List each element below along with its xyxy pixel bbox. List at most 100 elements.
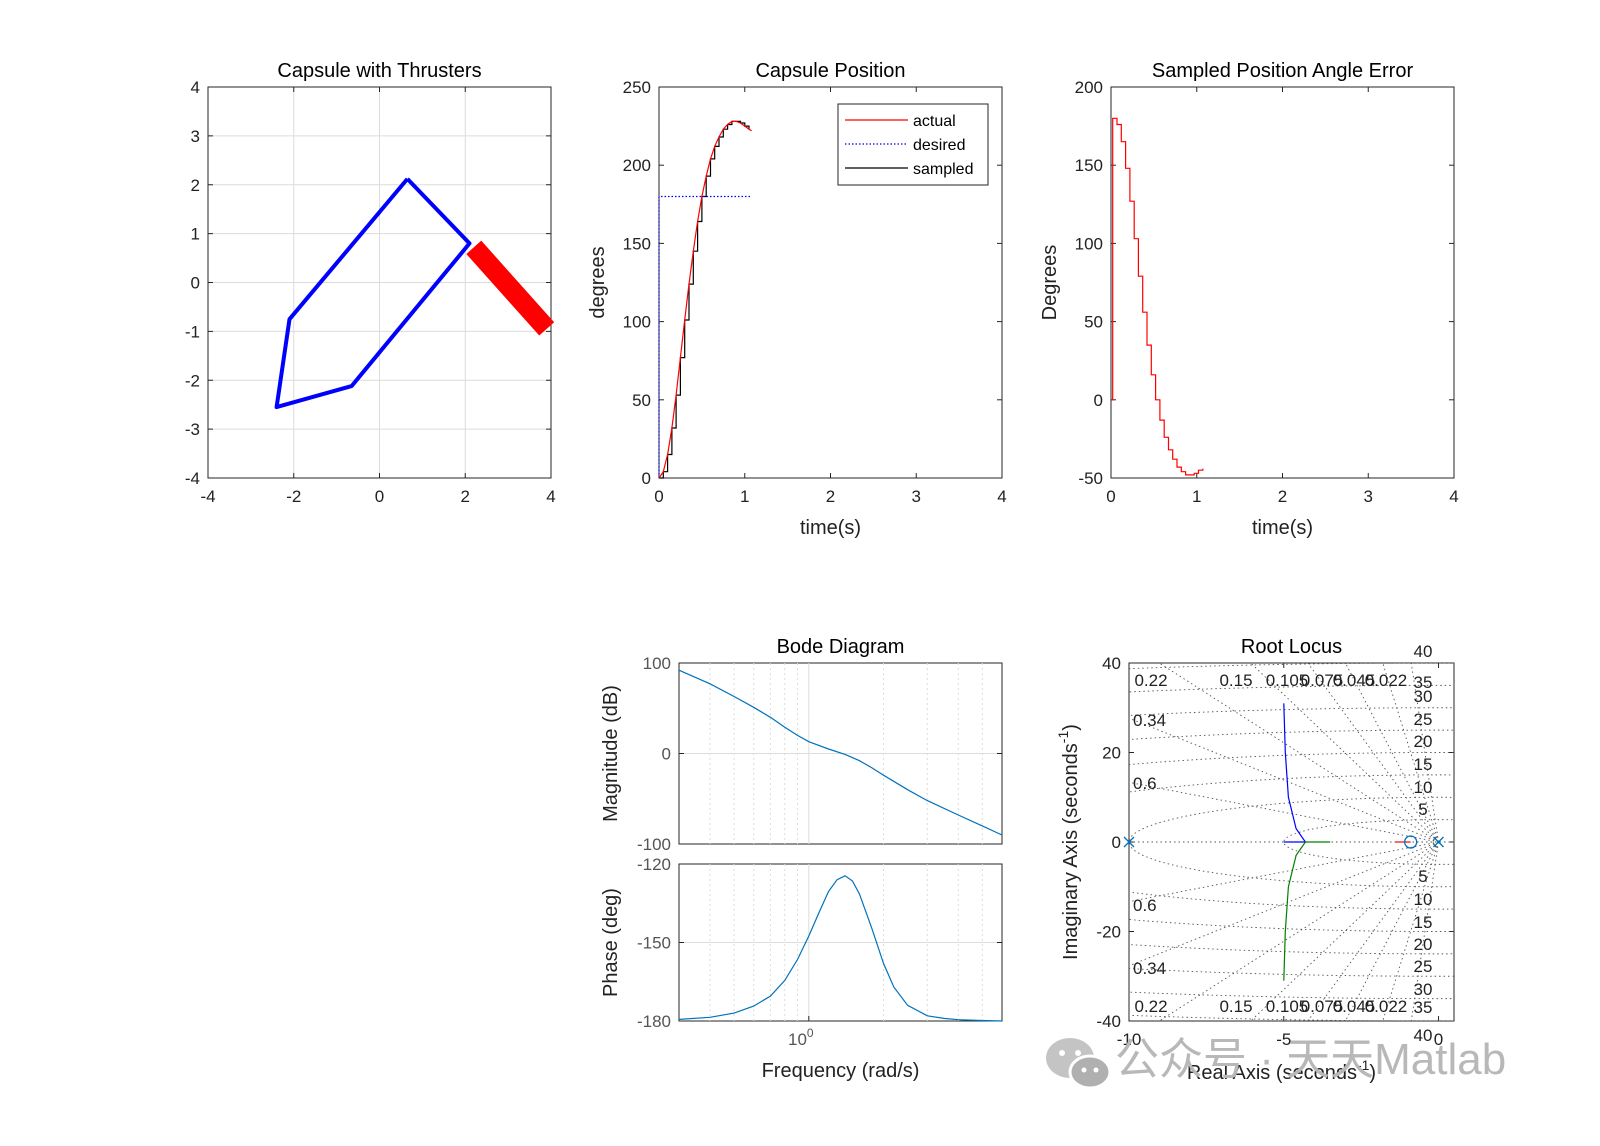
- x-tick-label: -10: [1117, 1030, 1142, 1049]
- y-tick-label: -3: [185, 420, 200, 439]
- axes-box: [1110, 86, 1455, 479]
- x-tick-label: 1: [1192, 487, 1201, 506]
- y-tick-label: -1: [185, 322, 200, 341]
- damping-label: 0.075: [1301, 671, 1344, 690]
- y-axis-label: Phase (deg): [600, 888, 622, 997]
- freq-label: 25: [1414, 957, 1433, 976]
- x-tick-label: -4: [200, 487, 215, 506]
- damping-label: 0.22: [1134, 671, 1167, 690]
- damping-label: 0.34: [1133, 711, 1166, 730]
- damping-ray: [1410, 663, 1439, 843]
- damping-label: 0.6: [1133, 774, 1157, 793]
- damping-label: 0.34: [1133, 959, 1166, 978]
- damping-ray: [1129, 717, 1439, 843]
- x-tick-label: -2: [286, 487, 301, 506]
- x-tick-label: 1: [740, 487, 749, 506]
- thruster-bar: [466, 240, 555, 336]
- damping-label: 0.22: [1134, 997, 1167, 1016]
- watermark-text: 公众号 · 天天Matlab: [1115, 1035, 1506, 1084]
- legend-label: desired: [913, 137, 965, 154]
- x-tick-label: 0: [1106, 487, 1115, 506]
- damping-label: 0.045: [1333, 671, 1376, 690]
- y-tick-label: 0: [191, 274, 200, 293]
- y-tick-label: 50: [1084, 313, 1103, 332]
- y-tick-label: 200: [1075, 78, 1103, 97]
- freq-label: 40: [1414, 642, 1433, 661]
- y-tick-label: -120: [637, 855, 671, 874]
- x-tick-label: 2: [826, 487, 835, 506]
- y-axis-label: Imaginary Axis (seconds-1): [1055, 724, 1082, 960]
- y-tick-label: 150: [623, 234, 651, 253]
- damping-label: 0.022: [1365, 997, 1408, 1016]
- freq-contour: [1129, 729, 1454, 955]
- y-tick-label: 0: [642, 469, 651, 488]
- y-tick-label: 2: [191, 176, 200, 195]
- y-tick-label: 3: [191, 127, 200, 146]
- plot-title: Root Locus: [1241, 636, 1342, 658]
- bode_phase-plot: -180 -150 -120 Frequency (rad/s) Phase (deg)…: [600, 855, 1003, 1082]
- y-tick-label: -150: [637, 934, 671, 953]
- legend: actual desired sampled: [837, 103, 989, 186]
- capsule-outline: [274, 177, 472, 410]
- freq-contour: [1129, 752, 1454, 932]
- magnitude-line: [678, 669, 1003, 836]
- freq-label: 10: [1414, 890, 1433, 909]
- freq-label: 20: [1414, 935, 1433, 954]
- x-tick-label: 0: [654, 487, 663, 506]
- wechat-logo-icon: [1046, 1038, 1112, 1090]
- freq-label: 30: [1414, 980, 1433, 999]
- x-tick-label: 4: [546, 487, 555, 506]
- plot-title: Sampled Position Angle Error: [1152, 60, 1414, 82]
- damping-label: 0.045: [1333, 997, 1376, 1016]
- y-tick-label: 100: [1075, 234, 1103, 253]
- y-tick-label: 0: [1112, 833, 1121, 852]
- branch1-line: [1283, 703, 1307, 843]
- x-axis-label: time(s): [800, 517, 861, 539]
- position-plot: 0 1 2 3 4 0 50 100 150 200 250 Capsule Position time…: [587, 60, 1007, 539]
- branch2-line: [1283, 841, 1331, 981]
- plot-title: Capsule with Thrusters: [277, 60, 481, 82]
- legend-label: sampled: [913, 161, 973, 178]
- freq-contour: [1283, 819, 1454, 865]
- freq-label: 15: [1414, 913, 1433, 932]
- freq-label: 20: [1414, 732, 1433, 751]
- y-tick-label: 0: [662, 745, 671, 764]
- y-tick-label: 150: [1075, 156, 1103, 175]
- damping-label: 0.15: [1219, 997, 1252, 1016]
- x-tick-label: 3: [1364, 487, 1373, 506]
- damping-ray: [1382, 841, 1439, 1021]
- freq-label: 40: [1414, 1026, 1433, 1045]
- damping-ray: [1250, 663, 1439, 843]
- damping-label: 0.075: [1301, 997, 1344, 1016]
- x-tick-label: 2: [461, 487, 470, 506]
- y-tick-label: 20: [1102, 744, 1121, 763]
- y-tick-label: -100: [637, 835, 671, 854]
- y-tick-label: -2: [185, 371, 200, 390]
- freq-label: 10: [1414, 778, 1433, 797]
- y-tick-label: 1: [191, 225, 200, 244]
- damping-ray: [1307, 663, 1439, 843]
- x-tick-label: 0: [375, 487, 384, 506]
- y-tick-label: 100: [623, 313, 651, 332]
- pole-marker: [1433, 836, 1444, 848]
- rlocus-plot: -10 -5 0 -40 -20 0 20 40 Root Locus 0.22 0.22 0.15 0…: [1055, 636, 1455, 1084]
- damping-label: 0.105: [1266, 997, 1309, 1016]
- plot-title: Capsule Position: [755, 60, 905, 82]
- x-tick-label: 3: [912, 487, 921, 506]
- y-tick-label: -40: [1096, 1012, 1121, 1031]
- y-tick-label: 4: [191, 78, 200, 97]
- freq-label: 25: [1414, 710, 1433, 729]
- y-tick-label: -180: [637, 1012, 671, 1031]
- x-axis-label: Frequency (rad/s): [762, 1060, 920, 1082]
- bode_mag-plot: -100 0 100 Bode Diagram Magnitude (dB): [600, 636, 1003, 854]
- damping-label: 0.105: [1266, 671, 1309, 690]
- desired-line: [658, 195, 752, 478]
- watermark: 公众号 · 天天Matlab: [1046, 1035, 1506, 1090]
- x-tick-label: 0: [1434, 1030, 1443, 1049]
- error-line: [1111, 117, 1204, 476]
- x-axis-label: Real Axis (seconds-1): [1187, 1057, 1376, 1084]
- y-axis-label: Degrees: [1039, 245, 1061, 321]
- y-tick-label: 200: [623, 156, 651, 175]
